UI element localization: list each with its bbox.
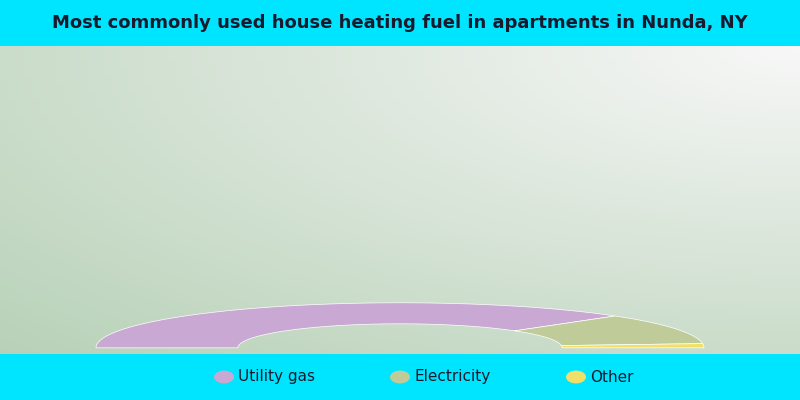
Text: Electricity: Electricity — [414, 370, 490, 384]
Ellipse shape — [214, 370, 234, 384]
Polygon shape — [96, 303, 615, 348]
Polygon shape — [514, 316, 702, 346]
Ellipse shape — [390, 370, 410, 384]
Text: Other: Other — [590, 370, 634, 384]
Polygon shape — [562, 344, 704, 348]
Text: Utility gas: Utility gas — [238, 370, 315, 384]
Text: Most commonly used house heating fuel in apartments in Nunda, NY: Most commonly used house heating fuel in… — [52, 14, 748, 32]
Ellipse shape — [566, 370, 586, 384]
